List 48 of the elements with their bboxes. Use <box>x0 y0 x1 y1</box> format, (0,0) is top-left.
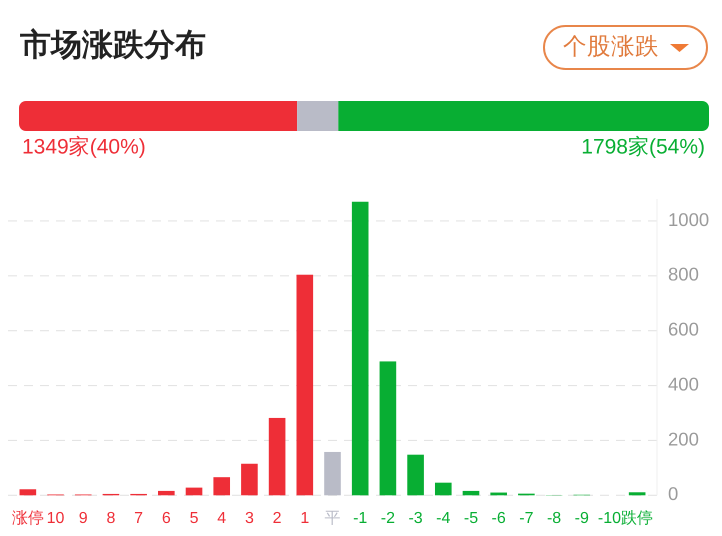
y-tick-label: 600 <box>668 318 699 340</box>
bar <box>20 489 36 496</box>
bar <box>296 274 314 496</box>
y-tick-label: 200 <box>668 428 699 450</box>
x-tick-label: -5 <box>464 510 478 528</box>
x-tick-label: 10 <box>46 510 65 528</box>
bar <box>628 492 646 496</box>
y-tick-label: 800 <box>668 264 699 285</box>
x-tick-label: -7 <box>519 510 534 528</box>
y-tick-label: 0 <box>668 483 678 504</box>
x-tick-label: 2 <box>272 510 282 528</box>
x-tick-label: -3 <box>408 510 423 528</box>
bar <box>434 482 452 496</box>
bar <box>241 464 258 496</box>
x-tick-label: 涨停 <box>12 509 44 528</box>
bar <box>324 452 341 496</box>
dropdown-button: 个股涨跌 <box>543 25 708 70</box>
y-tick-label: 400 <box>668 373 699 394</box>
bar <box>462 490 480 496</box>
data-label: 1349家(40%) <box>22 136 146 159</box>
bar <box>352 202 369 496</box>
x-tick-label: 9 <box>78 510 88 528</box>
x-tick-label: -1 <box>353 510 368 528</box>
x-tick-label: 4 <box>217 510 226 528</box>
bar <box>186 488 202 496</box>
bar <box>158 490 175 496</box>
x-tick-label: 5 <box>190 510 199 528</box>
x-tick-label: -10 <box>598 510 622 528</box>
x-tick-label: 6 <box>162 510 171 528</box>
x-tick-label: 1 <box>300 510 310 528</box>
x-tick-label: -2 <box>380 510 396 528</box>
x-tick-label: 平 <box>324 510 340 528</box>
x-tick-label: -8 <box>546 510 562 528</box>
bar <box>268 418 286 496</box>
bar <box>380 361 396 496</box>
x-tick-label: 8 <box>106 510 116 528</box>
y-tick-label: 1000 <box>668 208 710 230</box>
x-tick-label: 7 <box>134 510 144 528</box>
bar <box>490 492 507 496</box>
bar <box>213 477 230 496</box>
x-tick-label: -6 <box>492 510 506 528</box>
bar <box>407 454 424 496</box>
data-label: 1798家(54%) <box>581 136 705 159</box>
chart-title: 市场涨跌分布 <box>19 27 206 62</box>
x-tick-label: -4 <box>436 510 450 528</box>
x-tick-label: -9 <box>574 510 589 528</box>
x-tick-label: 跌停 <box>621 510 654 528</box>
x-tick-label: 3 <box>244 510 254 528</box>
